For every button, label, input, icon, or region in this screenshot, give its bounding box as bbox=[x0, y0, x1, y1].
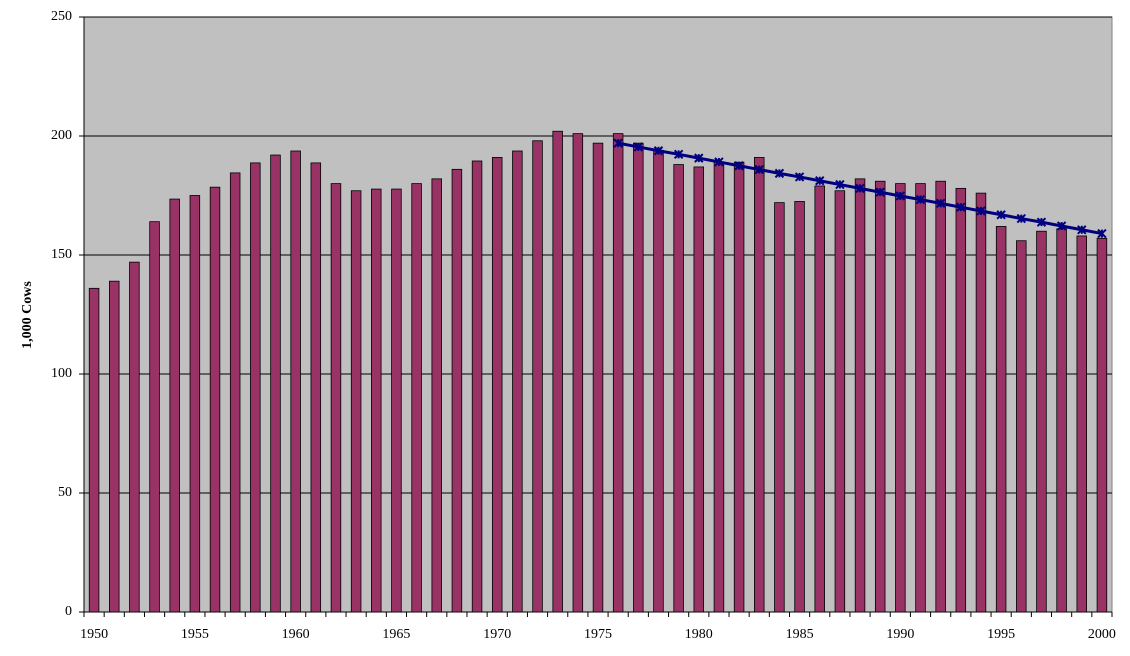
bar bbox=[612, 133, 624, 613]
bar bbox=[1056, 228, 1067, 613]
bar bbox=[290, 150, 301, 613]
y-tick-label: 0 bbox=[65, 604, 72, 619]
bar bbox=[975, 192, 987, 613]
bar bbox=[270, 154, 281, 613]
bar bbox=[1016, 240, 1027, 613]
bar bbox=[209, 186, 221, 613]
y-tick-label: 250 bbox=[51, 9, 72, 24]
trend-marker bbox=[895, 191, 906, 201]
bar bbox=[350, 190, 362, 613]
bar bbox=[854, 178, 866, 613]
trend-marker bbox=[613, 138, 623, 148]
trend-marker bbox=[754, 164, 764, 175]
bar bbox=[451, 168, 463, 613]
x-tick-label: 1990 bbox=[886, 627, 914, 642]
trend-marker bbox=[815, 176, 825, 186]
bar bbox=[733, 161, 745, 613]
bar bbox=[431, 178, 442, 613]
bar bbox=[310, 162, 322, 613]
bar bbox=[512, 150, 523, 613]
y-tick-label: 50 bbox=[58, 485, 72, 500]
trend-marker bbox=[976, 206, 986, 216]
bar bbox=[915, 183, 926, 613]
bar bbox=[935, 180, 946, 613]
trend-marker bbox=[673, 149, 684, 160]
x-tick-label: 1985 bbox=[786, 627, 814, 642]
trend-marker bbox=[714, 157, 724, 167]
bar bbox=[653, 149, 664, 613]
bar bbox=[673, 164, 684, 613]
bar bbox=[330, 183, 342, 613]
bar bbox=[411, 183, 422, 613]
x-tick-label: 1950 bbox=[80, 627, 108, 642]
y-axis-label: 1,000 Cows bbox=[20, 281, 35, 349]
bar bbox=[814, 185, 825, 613]
bar bbox=[169, 198, 180, 613]
trend-marker bbox=[694, 153, 704, 163]
bar bbox=[108, 280, 120, 613]
trend-marker bbox=[915, 194, 926, 205]
trend-marker bbox=[835, 179, 845, 190]
x-tick-label: 1980 bbox=[685, 627, 713, 642]
x-tick-label: 1975 bbox=[584, 627, 612, 642]
y-tick-label: 200 bbox=[51, 128, 72, 143]
x-tick-label: 1970 bbox=[483, 627, 511, 642]
bar bbox=[895, 183, 906, 613]
bar bbox=[713, 161, 725, 613]
trend-marker bbox=[633, 142, 644, 152]
x-tick-label: 1965 bbox=[382, 627, 410, 642]
trend-marker bbox=[935, 198, 946, 209]
y-tick-label: 150 bbox=[51, 247, 72, 262]
x-tick-label: 1960 bbox=[282, 627, 310, 642]
bar bbox=[1076, 235, 1088, 613]
bar bbox=[250, 162, 261, 613]
trend-marker bbox=[996, 210, 1006, 220]
trend-marker bbox=[774, 168, 785, 179]
trend-marker bbox=[794, 172, 805, 182]
trend-marker bbox=[1016, 213, 1026, 224]
trend-marker bbox=[734, 161, 744, 171]
bar bbox=[471, 160, 483, 613]
y-tick-label: 100 bbox=[51, 366, 72, 381]
bar bbox=[955, 187, 967, 613]
bar bbox=[491, 157, 503, 613]
bar bbox=[88, 287, 100, 613]
bar bbox=[834, 190, 846, 613]
bar bbox=[693, 166, 705, 613]
bar bbox=[754, 157, 765, 613]
trend-marker bbox=[1097, 228, 1107, 239]
bar bbox=[371, 188, 382, 613]
bar bbox=[995, 226, 1007, 613]
trend-marker bbox=[1056, 221, 1067, 231]
bar bbox=[391, 188, 402, 613]
trend-marker bbox=[855, 183, 865, 194]
trend-marker bbox=[1036, 217, 1047, 227]
bar bbox=[874, 180, 886, 613]
trend-marker bbox=[875, 187, 885, 197]
bar bbox=[774, 202, 785, 613]
x-tick-label: 1955 bbox=[181, 627, 209, 642]
x-tick-label: 2000 bbox=[1088, 627, 1116, 642]
trend-marker bbox=[653, 146, 664, 156]
bar bbox=[189, 195, 201, 613]
x-tick-label: 1995 bbox=[987, 627, 1015, 642]
bar bbox=[633, 142, 644, 613]
bar bbox=[794, 201, 805, 613]
bar bbox=[572, 133, 584, 613]
trend-marker bbox=[956, 202, 966, 212]
trend-marker bbox=[1077, 225, 1087, 235]
bar bbox=[129, 261, 140, 613]
bar bbox=[229, 172, 241, 613]
bar bbox=[1096, 237, 1108, 613]
bar bbox=[1036, 230, 1047, 613]
bar bbox=[552, 130, 563, 613]
bar bbox=[592, 142, 604, 613]
bar bbox=[149, 221, 160, 613]
bar bbox=[532, 140, 543, 613]
